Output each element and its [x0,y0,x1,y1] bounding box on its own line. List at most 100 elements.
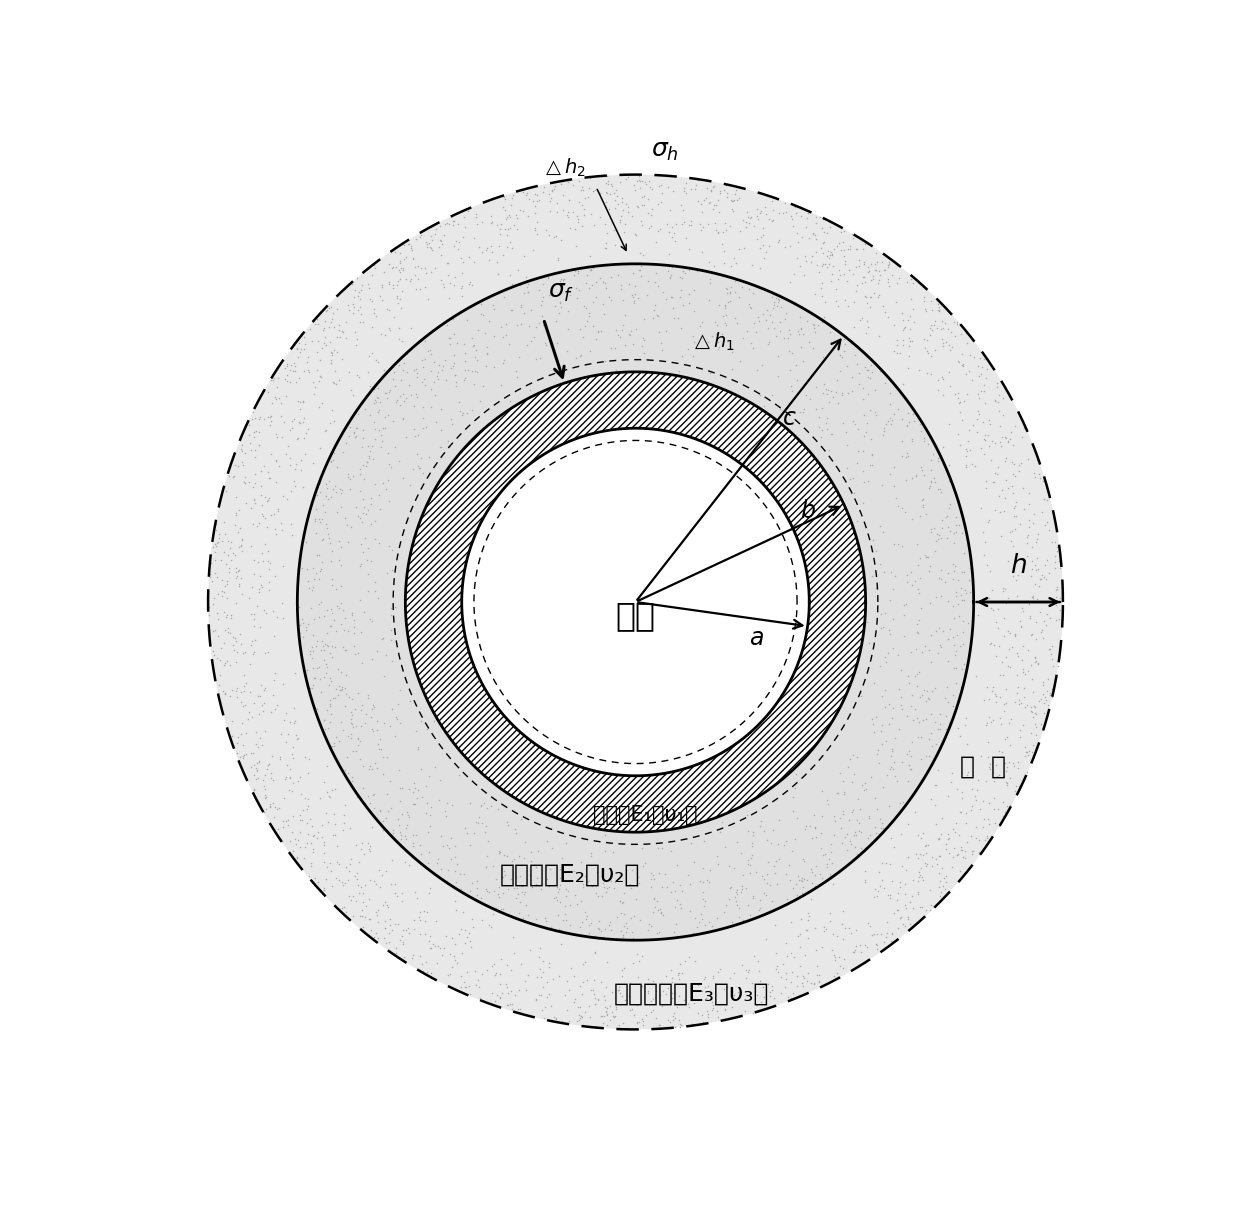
Point [273,831,293,850]
Point [889,268,909,288]
Point [864,283,884,303]
Point [598,952,618,971]
Point [670,963,689,982]
Point [888,497,908,516]
Point [342,386,362,405]
Point [678,994,698,1014]
Point [703,966,723,986]
Point [870,266,890,285]
Point [1011,616,1030,636]
Point [321,737,341,756]
Point [494,328,513,348]
Point [494,287,513,306]
Point [946,659,966,678]
Point [546,1008,565,1027]
Point [249,705,269,725]
Point [1001,709,1021,728]
Point [901,429,921,449]
Point [687,917,707,937]
Point [336,433,356,453]
Point [413,350,433,370]
Point [954,354,973,373]
Point [314,320,334,339]
Point [381,605,401,625]
Point [254,777,274,797]
Point [436,926,456,946]
Point [921,755,941,775]
Point [572,178,591,198]
Point [975,831,994,850]
Point [844,942,864,961]
Point [277,811,296,831]
Point [589,920,609,939]
Point [959,361,978,381]
Point [391,289,410,309]
Point [864,254,884,273]
Point [908,882,928,902]
Point [331,681,351,700]
Point [812,937,832,956]
Point [703,916,723,936]
Point [765,864,785,883]
Point [883,609,903,628]
Point [310,366,330,386]
Point [641,877,661,897]
Point [320,667,340,687]
Point [681,211,701,231]
Point [231,518,250,538]
Point [839,237,859,256]
Point [1047,538,1066,558]
Point [662,969,682,988]
Point [386,943,405,963]
Point [780,871,800,891]
Point [1049,609,1069,628]
Point [817,223,837,243]
Point [955,848,975,867]
Point [374,892,394,911]
Point [952,590,972,610]
Point [786,371,806,390]
Point [291,339,311,359]
Point [653,981,673,1000]
Point [249,434,269,454]
Point [310,561,330,581]
Point [806,399,826,418]
Point [544,1011,564,1031]
Point [321,312,341,332]
Point [939,830,959,849]
Point [689,317,709,337]
Point [856,861,875,881]
Point [915,636,935,655]
Point [702,181,722,200]
Point [853,442,873,461]
Point [928,300,947,320]
Point [720,283,740,303]
Point [997,428,1017,448]
Point [525,221,544,240]
Point [754,977,774,997]
Point [812,312,832,332]
Point [404,361,424,381]
Point [424,259,444,278]
Point [941,772,961,792]
Point [918,344,937,364]
Point [378,405,398,425]
Point [869,271,889,290]
Point [440,409,460,428]
Point [680,216,699,235]
Point [816,293,836,312]
Point [624,176,644,195]
Point [526,874,546,893]
Point [510,348,529,367]
Point [846,257,866,277]
Point [263,793,283,813]
Point [370,730,389,749]
Point [294,627,314,647]
Point [791,337,811,356]
Point [531,959,551,978]
Point [386,597,405,616]
Point [559,894,579,914]
Point [226,487,246,506]
Point [498,994,518,1014]
Point [724,249,744,268]
